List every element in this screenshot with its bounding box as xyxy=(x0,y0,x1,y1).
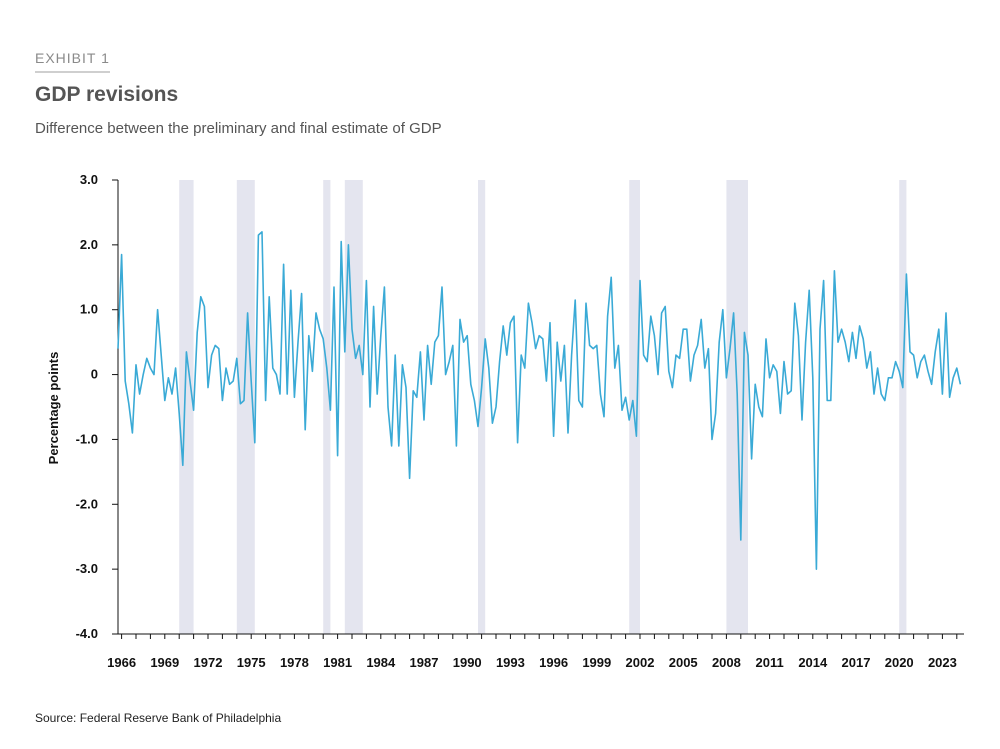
y-tick-label: 2.0 xyxy=(80,237,98,252)
recession-band-3 xyxy=(344,180,363,634)
x-tick-label: 2011 xyxy=(755,655,783,670)
x-tick-label: 1999 xyxy=(582,655,611,670)
y-tick-label: -3.0 xyxy=(76,561,98,576)
exhibit-label: EXHIBIT 1 xyxy=(35,50,110,73)
y-tick-label: 3.0 xyxy=(80,172,98,187)
y-tick-label: -1.0 xyxy=(76,431,98,446)
x-tick-label: 1975 xyxy=(237,655,266,670)
x-tick-label: 2008 xyxy=(712,655,741,670)
x-tick-label: 2014 xyxy=(798,655,828,670)
y-tick-label: 1.0 xyxy=(80,302,98,317)
x-tick-label: 1981 xyxy=(323,655,352,670)
x-tick-label: 1996 xyxy=(539,655,568,670)
x-tick-label: 1972 xyxy=(194,655,223,670)
x-tick-label: 2002 xyxy=(626,655,655,670)
x-tick-label: 1966 xyxy=(107,655,136,670)
chart-subtitle: Difference between the preliminary and f… xyxy=(35,120,442,137)
x-tick-label: 1990 xyxy=(453,655,482,670)
recession-band-5 xyxy=(629,180,640,634)
x-tick-label: 2005 xyxy=(669,655,698,670)
y-axis-title: Percentage points xyxy=(46,352,61,465)
x-tick-label: 2020 xyxy=(885,655,914,670)
y-tick-label: -4.0 xyxy=(76,626,98,641)
x-tick-label: 1969 xyxy=(150,655,179,670)
series-layer xyxy=(117,231,962,570)
source-note: Source: Federal Reserve Bank of Philadel… xyxy=(35,711,282,725)
series-line-0 xyxy=(117,231,962,570)
chart-title: GDP revisions xyxy=(35,83,179,106)
x-tick-label: 1978 xyxy=(280,655,309,670)
y-tick-label: 0 xyxy=(91,367,98,382)
x-tick-label: 1993 xyxy=(496,655,525,670)
x-tick-label: 2023 xyxy=(928,655,957,670)
y-tick-label: -2.0 xyxy=(76,496,98,511)
recession-band-2 xyxy=(323,180,331,634)
x-tick-label: 2017 xyxy=(842,655,871,670)
recession-band-0 xyxy=(179,180,194,634)
recession-bands xyxy=(179,180,907,634)
recession-band-1 xyxy=(236,180,255,634)
x-tick-label: 1987 xyxy=(410,655,439,670)
x-tick-label: 1984 xyxy=(366,655,396,670)
axes: 3.0 2.0 1.0 0 -1.0 -2.0 -3.0 -4.0 1966 1969 1972 19… xyxy=(76,172,964,670)
recession-band-7 xyxy=(899,180,907,634)
recession-band-4 xyxy=(478,180,486,634)
